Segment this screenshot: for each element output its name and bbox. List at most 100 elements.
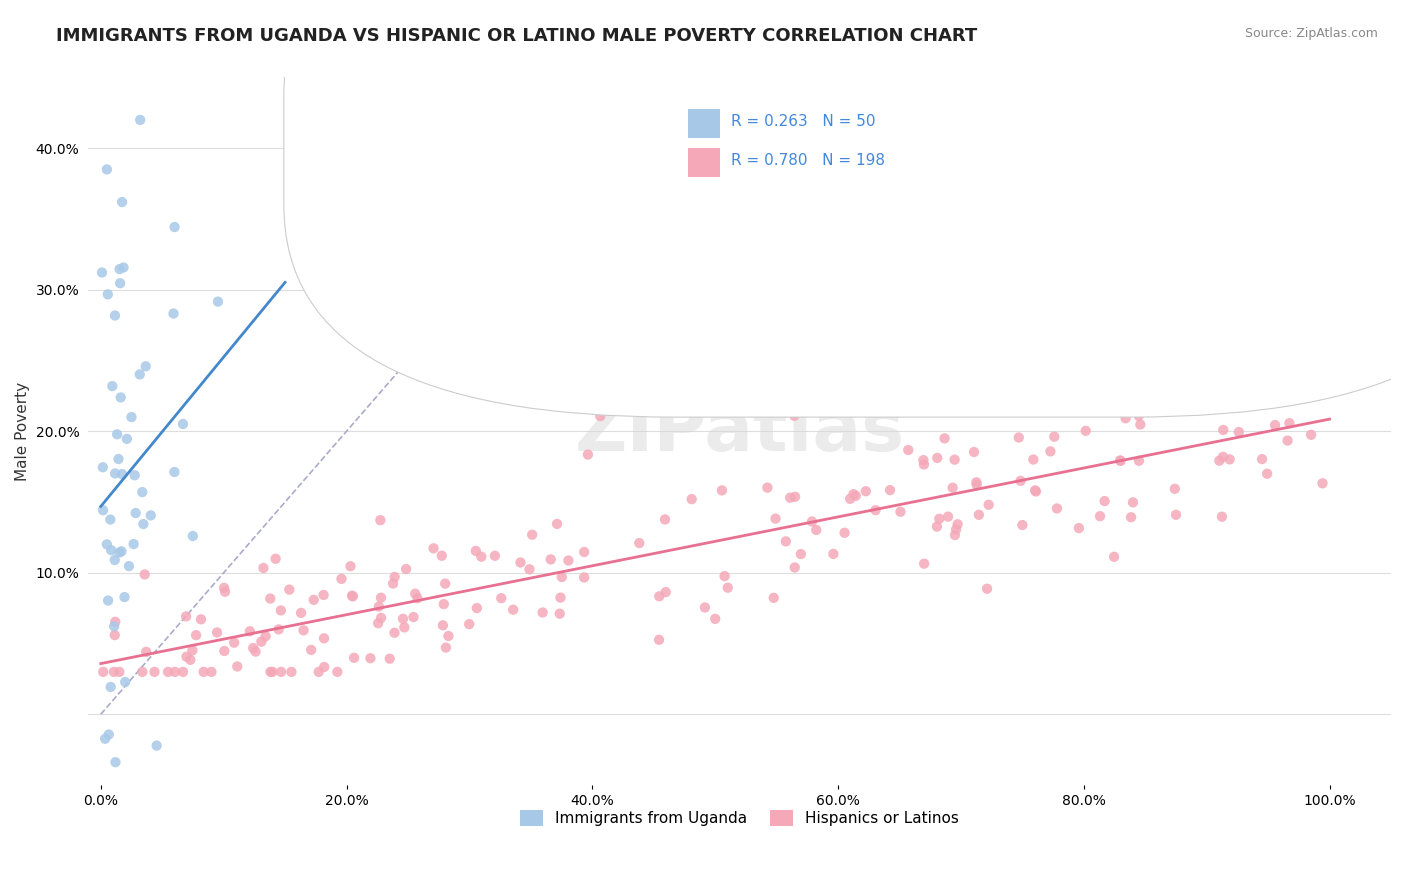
Text: ZIPatlas: ZIPatlas: [575, 397, 905, 466]
Point: [97, 727, 120, 741]
Point: [1285, 383, 1308, 397]
Point: [98, 512, 121, 526]
Point: [1129, 417, 1152, 432]
Point: [290, 606, 312, 620]
Point: [1197, 402, 1219, 417]
Point: [1264, 418, 1286, 433]
Point: [925, 519, 948, 533]
Point: [1219, 452, 1241, 467]
Point: [262, 665, 284, 679]
Point: [1088, 509, 1111, 524]
Point: [879, 483, 901, 497]
Point: [193, 665, 215, 679]
Point: [779, 491, 801, 505]
Point: [359, 651, 381, 665]
Point: [97, 593, 120, 607]
Point: [855, 484, 877, 499]
Point: [270, 665, 292, 679]
Point: [406, 591, 429, 606]
Point: [710, 483, 733, 498]
Point: [865, 503, 887, 517]
Point: [1024, 483, 1046, 498]
Point: [135, 645, 157, 659]
Point: [509, 556, 531, 570]
Point: [91, 503, 114, 517]
Point: [103, 665, 125, 679]
Point: [143, 665, 166, 679]
Point: [115, 432, 138, 446]
Point: [112, 260, 135, 275]
Point: [434, 576, 457, 591]
Point: [292, 624, 315, 638]
Point: [108, 826, 131, 840]
Point: [97, 287, 120, 301]
Point: [572, 545, 595, 559]
Point: [434, 640, 457, 655]
Point: [139, 508, 162, 523]
Point: [628, 536, 651, 550]
Point: [124, 506, 146, 520]
Point: [179, 653, 201, 667]
Point: [91, 665, 114, 679]
Point: [343, 650, 366, 665]
Point: [132, 516, 155, 531]
Point: [104, 553, 127, 567]
Point: [214, 584, 236, 599]
Point: [402, 610, 425, 624]
Point: [212, 581, 235, 595]
Point: [124, 468, 146, 483]
Point: [783, 560, 806, 574]
Point: [1109, 453, 1132, 467]
Text: R = 0.780   N = 198: R = 0.780 N = 198: [731, 153, 884, 168]
Point: [200, 665, 222, 679]
Point: [912, 458, 935, 472]
Point: [845, 489, 868, 503]
Point: [172, 665, 194, 679]
Point: [520, 527, 543, 541]
Point: [121, 410, 143, 425]
Point: [134, 567, 156, 582]
Point: [842, 487, 865, 501]
Point: [312, 588, 335, 602]
Point: [312, 632, 335, 646]
Point: [224, 636, 246, 650]
Point: [912, 557, 935, 571]
Point: [540, 552, 562, 566]
Point: [713, 569, 735, 583]
Point: [367, 599, 389, 614]
Point: [1128, 409, 1150, 423]
Point: [756, 481, 779, 495]
Point: [111, 195, 134, 210]
Point: [181, 529, 204, 543]
Point: [655, 585, 678, 599]
Point: [1122, 495, 1144, 509]
Point: [437, 629, 460, 643]
Point: [163, 665, 186, 679]
Point: [1025, 484, 1047, 499]
Point: [1039, 444, 1062, 458]
Point: [122, 537, 145, 551]
Point: [1115, 411, 1137, 425]
Point: [172, 417, 194, 431]
Point: [96, 162, 118, 177]
Point: [104, 756, 127, 770]
Point: [174, 609, 197, 624]
Point: [104, 309, 127, 323]
Point: [965, 475, 987, 490]
Point: [1299, 427, 1322, 442]
Point: [96, 537, 118, 551]
Point: [470, 549, 492, 564]
Point: [1119, 510, 1142, 524]
Point: [1268, 375, 1291, 389]
Point: [648, 590, 671, 604]
Point: [104, 615, 127, 629]
Point: [110, 391, 132, 405]
Point: [1011, 518, 1033, 533]
Point: [934, 431, 956, 445]
Point: [484, 549, 506, 563]
Point: [681, 492, 703, 507]
Point: [783, 490, 806, 504]
Point: [1208, 453, 1230, 467]
Point: [278, 582, 301, 597]
Y-axis label: Male Poverty: Male Poverty: [15, 382, 30, 481]
